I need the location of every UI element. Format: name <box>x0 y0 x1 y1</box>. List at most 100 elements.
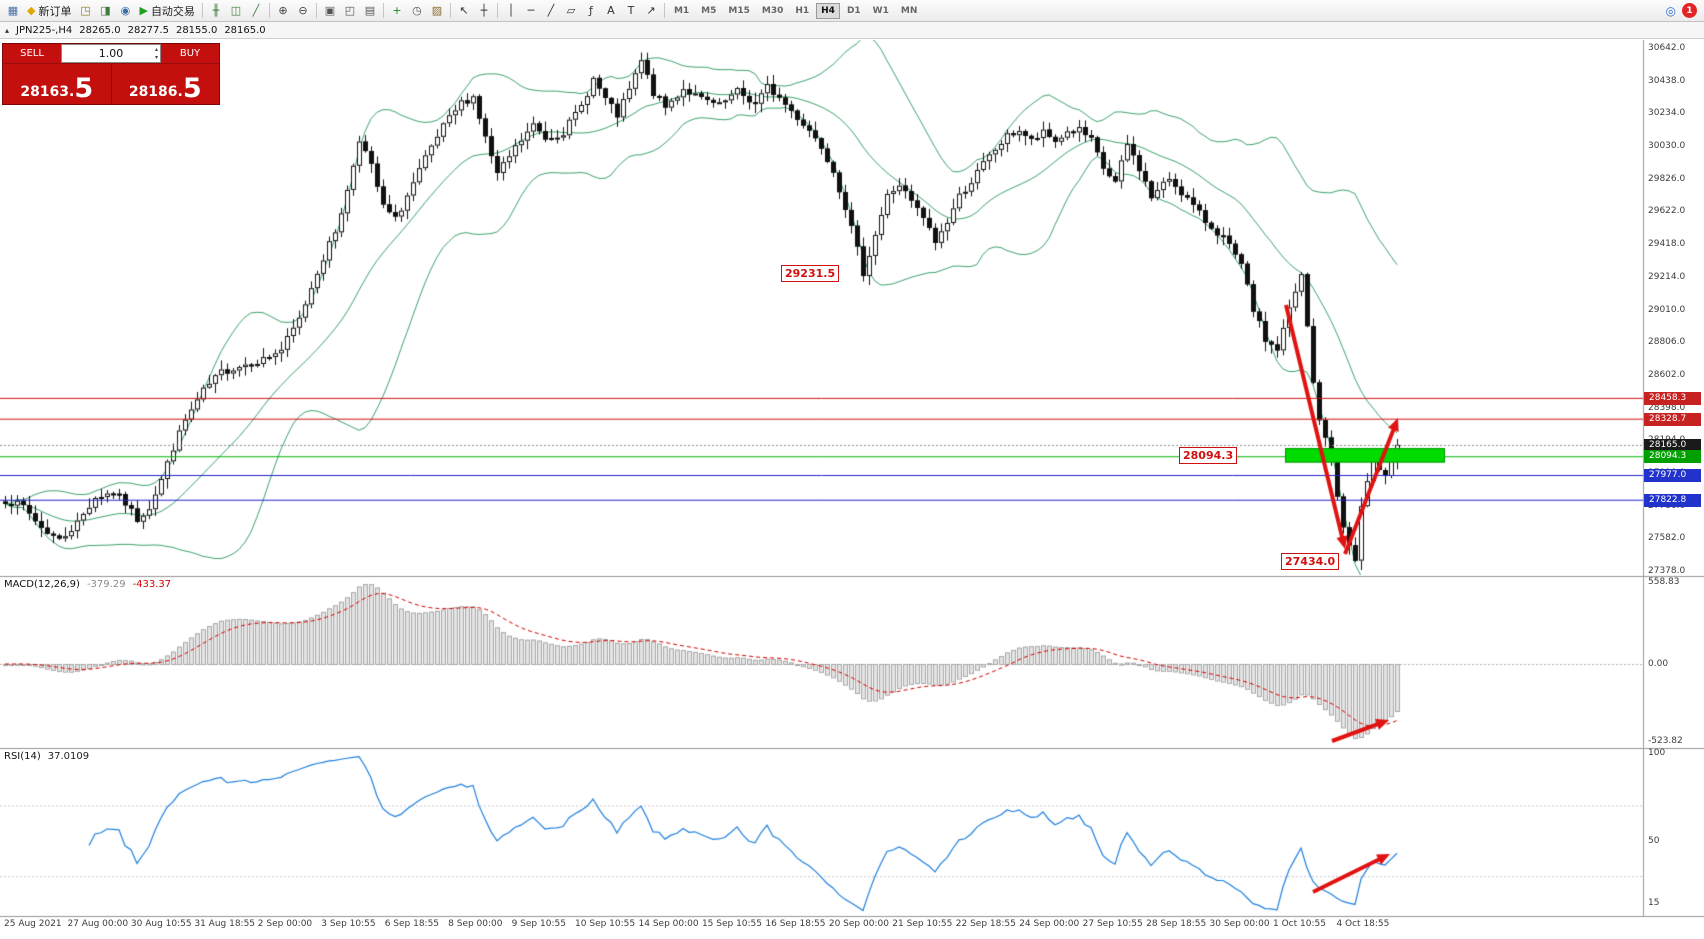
arrange-windows-button[interactable]: ▤ <box>360 2 380 20</box>
data-window-icon: ◨ <box>100 4 111 17</box>
timeframe-mn-button[interactable]: MN <box>900 5 918 16</box>
label-button[interactable]: T <box>621 2 641 20</box>
vertical-line-button[interactable]: │ <box>501 2 521 20</box>
cursor-button[interactable]: ↖ <box>454 2 474 20</box>
price-axis-label: 28602.0 <box>1648 369 1686 380</box>
tile-windows-button[interactable]: ▣ <box>320 2 340 20</box>
candlestick-chart-icon: ◫ <box>230 4 242 17</box>
price-axis-label: 29418.0 <box>1648 239 1686 250</box>
new-chart-button[interactable]: ▦ <box>3 2 23 20</box>
sell-button[interactable]: SELL <box>3 44 61 63</box>
horizontal-line-button[interactable]: ─ <box>521 2 541 20</box>
toolbar-separator <box>663 3 665 18</box>
zoom-in-button[interactable]: ⊕ <box>273 2 293 20</box>
toolbar-separator <box>201 3 203 18</box>
time-axis-label: 31 Aug 18:55 <box>194 919 256 929</box>
one-click-trade-panel: SELL 1.00 ▴ ▾ BUY 28163. 5 28186. 5 <box>2 43 220 105</box>
price-marker-28094.3[interactable]: 28094.3 <box>1644 450 1701 464</box>
time-axis-label: 30 Aug 10:55 <box>130 919 192 929</box>
zoom-out-button[interactable]: ⊖ <box>293 2 313 20</box>
price-annotation-29231.5[interactable]: 29231.5 <box>781 265 840 282</box>
time-axis-label: 6 Sep 18:55 <box>384 919 440 929</box>
volume-down-button[interactable]: ▾ <box>154 53 158 61</box>
sell-price[interactable]: 28163. 5 <box>3 64 111 104</box>
channel-icon: ▱ <box>566 4 576 17</box>
periods-button[interactable]: ◷ <box>407 2 427 20</box>
channel-button[interactable]: ▱ <box>561 2 581 20</box>
data-window-button[interactable]: ◨ <box>95 2 115 20</box>
timeframe-m1-button[interactable]: M1 <box>673 5 690 16</box>
autotrading-button[interactable]: ▶ 自动交易 <box>135 2 198 20</box>
label-icon: T <box>627 4 635 17</box>
toolbar-separator <box>315 3 317 18</box>
tile-windows-icon: ▣ <box>324 4 336 17</box>
time-axis-label: 20 Sep 00:00 <box>828 919 889 929</box>
price-axis-label: 29010.0 <box>1648 304 1686 315</box>
time-axis-label: 27 Aug 00:00 <box>67 919 129 929</box>
price-marker-27822.8[interactable]: 27822.8 <box>1644 493 1701 507</box>
line-chart-button[interactable]: ╱ <box>246 2 266 20</box>
price-marker-28165.0[interactable]: 28165.0 <box>1644 438 1701 452</box>
macd-main-value: -379.29 <box>86 579 126 590</box>
text-button[interactable]: A <box>601 2 621 20</box>
search-icon[interactable]: ◎ <box>1665 3 1676 18</box>
buy-price-small: 28186. <box>128 84 183 100</box>
time-axis-label: 14 Sep 00:00 <box>638 919 699 929</box>
navigator-icon: ◉ <box>120 4 131 17</box>
price-marker-28328.7[interactable]: 28328.7 <box>1644 412 1701 426</box>
price-annotation-27434.0[interactable]: 27434.0 <box>1281 553 1340 571</box>
candlestick-chart-button[interactable]: ◫ <box>226 2 246 20</box>
price-axis-label: 30030.0 <box>1648 141 1686 152</box>
crosshair-button[interactable]: ┼ <box>474 2 494 20</box>
sell-price-big: 5 <box>74 73 94 105</box>
navigator-button[interactable]: ◉ <box>115 2 135 20</box>
market-watch-button[interactable]: ◳ <box>75 2 95 20</box>
price-axis-label: 28806.0 <box>1648 337 1686 348</box>
new-order-label: 新订单 <box>38 4 72 18</box>
bar-chart-button[interactable]: ╫ <box>206 2 226 20</box>
new-chart-icon: ▦ <box>7 4 19 17</box>
cascade-windows-button[interactable]: ◰ <box>340 2 360 20</box>
timeframe-h4-button[interactable]: H4 <box>816 2 840 19</box>
timeframe-m30-button[interactable]: M30 <box>761 5 784 16</box>
time-axis-label: 22 Sep 18:55 <box>955 919 1016 929</box>
fibonacci-button[interactable]: ƒ <box>581 2 601 20</box>
cursor-icon: ↖ <box>459 4 469 17</box>
toolbar-separator <box>496 3 498 18</box>
buy-price-big: 5 <box>182 73 202 105</box>
timeframe-d1-button[interactable]: D1 <box>846 5 861 16</box>
indicators-button[interactable]: + <box>387 2 407 20</box>
buy-button[interactable]: BUY <box>161 44 219 63</box>
new-order-button[interactable]: ◆ 新订单 <box>23 2 75 20</box>
volume-stepper: ▴ ▾ <box>155 46 158 62</box>
chart-symbol-title: JPN225-,H4 <box>16 24 73 36</box>
price-annotation-28094.3[interactable]: 28094.3 <box>1179 447 1238 465</box>
timeframe-m15-button[interactable]: M15 <box>728 5 750 16</box>
volume-up-button[interactable]: ▴ <box>154 46 158 53</box>
time-axis-label: 30 Sep 00:00 <box>1209 919 1270 929</box>
time-axis-label: 27 Sep 10:55 <box>1082 919 1143 929</box>
chart-title-bar: ▴ JPN225-,H4 28265.0 28277.5 28155.0 281… <box>0 22 1704 39</box>
line-chart-icon: ╱ <box>252 4 260 17</box>
zoom-out-icon: ⊖ <box>298 4 308 17</box>
time-axis-label: 21 Sep 10:55 <box>892 919 953 929</box>
buy-price[interactable]: 28186. 5 <box>112 64 220 104</box>
crosshair-icon: ┼ <box>480 4 488 17</box>
macd-axis-label: 558.83 <box>1648 577 1680 587</box>
arrows-tool-button[interactable]: ↗ <box>641 2 661 20</box>
timeframe-w1-button[interactable]: W1 <box>872 5 889 16</box>
price-marker-27977.0[interactable]: 27977.0 <box>1644 469 1701 483</box>
timeframe-m5-button[interactable]: M5 <box>701 5 717 16</box>
price-marker-28458.3[interactable]: 28458.3 <box>1644 391 1701 405</box>
time-axis-label: 9 Sep 10:55 <box>511 919 566 929</box>
autotrading-icon: ▶ <box>139 4 148 17</box>
trendline-button[interactable]: ╱ <box>541 2 561 20</box>
volume-input[interactable]: 1.00 ▴ ▾ <box>61 44 161 63</box>
notification-badge[interactable]: 1 <box>1682 3 1697 18</box>
autotrading-label: 自动交易 <box>150 4 195 18</box>
periods-icon: ◷ <box>412 4 422 17</box>
templates-button[interactable]: ▨ <box>427 2 447 20</box>
macd-label-row: MACD(12,26,9) -379.29 -433.37 <box>4 579 171 590</box>
timeframe-h1-button[interactable]: H1 <box>795 5 810 16</box>
